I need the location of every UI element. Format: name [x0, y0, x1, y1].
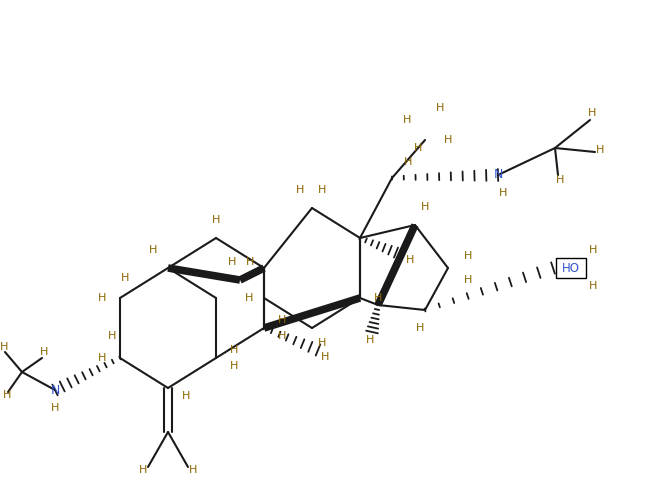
Text: H: H: [0, 342, 8, 352]
Text: HO: HO: [562, 261, 580, 275]
Text: H: H: [139, 465, 147, 475]
Text: H: H: [589, 245, 597, 255]
Text: H: H: [296, 185, 304, 195]
Text: H: H: [212, 215, 220, 225]
Text: H: H: [403, 115, 411, 125]
Text: H: H: [51, 403, 59, 413]
Text: H: H: [406, 255, 414, 265]
Text: H: H: [444, 135, 452, 145]
FancyBboxPatch shape: [556, 258, 586, 278]
Text: H: H: [189, 465, 197, 475]
Text: H: H: [108, 331, 116, 341]
Text: H: H: [321, 352, 329, 362]
Text: H: H: [499, 188, 507, 198]
Text: H: H: [436, 103, 444, 113]
Text: H: H: [121, 273, 129, 283]
Text: H: H: [596, 145, 604, 155]
Text: H: H: [556, 175, 564, 185]
Text: H: H: [98, 353, 106, 363]
Text: H: H: [40, 347, 48, 357]
Text: N: N: [50, 384, 59, 396]
Text: H: H: [278, 315, 286, 325]
Text: H: H: [182, 391, 190, 401]
Text: H: H: [230, 361, 238, 371]
Text: H: H: [245, 293, 253, 303]
Text: H: H: [589, 281, 597, 291]
Text: H: H: [416, 323, 424, 333]
Text: H: H: [228, 257, 236, 267]
Text: H: H: [374, 293, 382, 303]
Text: H: H: [246, 257, 254, 267]
Text: N: N: [493, 169, 503, 181]
Text: H: H: [588, 108, 596, 118]
Text: H: H: [464, 275, 472, 285]
Text: H: H: [318, 185, 326, 195]
Text: H: H: [230, 345, 238, 355]
Text: H: H: [98, 293, 106, 303]
Text: H: H: [421, 202, 429, 212]
Text: H: H: [149, 245, 157, 255]
Text: H: H: [404, 157, 412, 167]
Text: H: H: [3, 390, 11, 400]
Text: H: H: [414, 143, 422, 153]
Text: H: H: [318, 338, 326, 348]
Text: H: H: [464, 251, 472, 261]
Text: H: H: [278, 331, 286, 341]
Text: H: H: [366, 335, 374, 345]
